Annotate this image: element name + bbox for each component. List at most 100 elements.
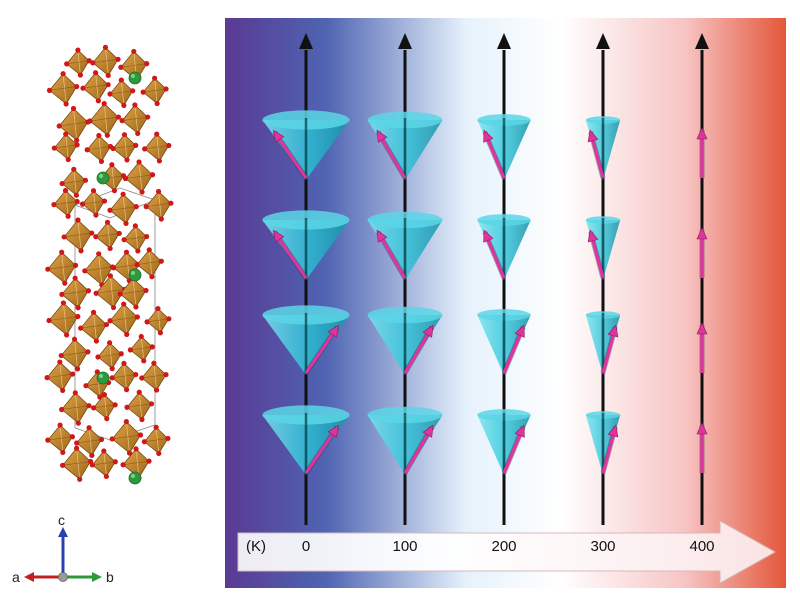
oxygen-atom — [74, 366, 81, 372]
oxygen-atom — [163, 86, 169, 92]
oxygen-atom — [158, 216, 164, 222]
a-axis-arrow — [24, 572, 34, 582]
oxygen-atom — [121, 237, 127, 243]
oxygen-atom — [155, 305, 161, 312]
oxygen-atom — [146, 458, 152, 464]
oxygen-atom — [51, 145, 57, 151]
oxygen-atom — [63, 101, 69, 107]
coordination-polyhedron — [58, 336, 91, 372]
oxygen-atom — [109, 162, 115, 168]
spin-precession — [262, 110, 350, 180]
oxygen-atom — [74, 83, 80, 90]
oxygen-atom — [166, 316, 172, 322]
spin-vector-arrowhead — [696, 227, 708, 240]
oxygen-atom — [154, 131, 160, 137]
spin-axis-arrowhead — [695, 33, 709, 49]
oxygen-atom — [64, 332, 70, 338]
spin-column-200 — [477, 33, 531, 525]
oxygen-atom — [109, 366, 115, 372]
oxygen-atom — [46, 317, 52, 324]
oxygen-atom — [115, 114, 122, 120]
spin-precession — [477, 114, 531, 180]
coordination-polyhedron — [59, 166, 89, 198]
oxygen-atom — [73, 192, 79, 198]
oxygen-atom — [72, 275, 78, 281]
oxygen-atom — [146, 247, 152, 253]
spin-precession — [696, 227, 708, 278]
spin-vector-arrowhead — [514, 424, 525, 438]
coordination-polyhedron — [134, 247, 164, 280]
spin-column-400 — [695, 33, 709, 525]
oxygen-atom — [59, 406, 65, 413]
oxygen-atom — [59, 180, 65, 187]
oxygen-atom — [109, 436, 115, 442]
oxygen-atom — [151, 360, 157, 366]
coordination-polyhedron — [59, 390, 92, 426]
spin-columns — [262, 33, 709, 525]
oxygen-atom — [143, 287, 149, 294]
coordination-polyhedron — [124, 389, 155, 423]
oxygen-atom — [75, 47, 81, 53]
coordination-polyhedron — [143, 188, 174, 222]
oxygen-atom — [121, 360, 127, 367]
coordination-polyhedron — [56, 105, 91, 143]
b-axis-label: b — [106, 569, 114, 585]
oxygen-atom — [111, 265, 117, 271]
oxygen-atom — [57, 422, 63, 428]
oxygen-atom — [94, 369, 100, 375]
coordination-polyhedron — [122, 159, 156, 195]
oxygen-atom — [71, 336, 78, 342]
spin-vector-arrowhead — [696, 422, 708, 435]
oxygen-atom — [92, 70, 99, 76]
oxygen-atom — [60, 449, 66, 456]
oxygen-atom — [78, 248, 84, 254]
oxygen-atom — [101, 198, 108, 204]
oxygen-atom — [89, 452, 95, 458]
coordination-polyhedron — [51, 131, 80, 163]
oxygen-atom — [64, 61, 70, 67]
coordination-polyhedron — [95, 340, 124, 372]
oxygen-atom — [124, 157, 130, 163]
oxygen-atom — [142, 146, 148, 152]
oxygen-atom — [96, 132, 102, 139]
coordination-polyhedron — [79, 188, 108, 218]
coordination-polyhedron — [107, 77, 136, 108]
oxygen-atom — [119, 118, 125, 124]
oxygen-atom — [86, 403, 92, 409]
spin-precession — [262, 405, 350, 475]
coordination-polyhedron — [93, 219, 122, 252]
spin-axis-arrowhead — [596, 33, 610, 49]
oxygen-atom — [65, 156, 71, 163]
oxygen-atom — [102, 44, 109, 51]
oxygen-atom — [123, 249, 130, 255]
oxygen-atom — [141, 358, 147, 364]
spin-vector-arrowhead — [422, 324, 434, 338]
oxygen-atom — [144, 61, 150, 67]
coordination-polyhedron — [119, 102, 151, 136]
temperature-label-300: 300 — [590, 538, 616, 555]
oxygen-atom — [93, 338, 100, 344]
oxygen-atom — [104, 219, 111, 225]
oxygen-atom — [75, 305, 81, 311]
oxygen-atom — [62, 280, 68, 286]
oxygen-atom — [134, 261, 140, 268]
oxygen-atom — [80, 85, 86, 91]
coordination-polyhedron — [64, 47, 92, 78]
spin-precession — [585, 411, 621, 475]
oxygen-atom — [45, 437, 51, 443]
oxygen-atom — [74, 142, 80, 148]
coordination-polyhedron — [141, 424, 171, 457]
oxygen-atom — [155, 188, 162, 195]
oxygen-atom — [51, 202, 57, 208]
oxygen-atom — [107, 91, 113, 97]
oxygen-atom — [79, 201, 86, 207]
coordination-polyhedron — [140, 75, 169, 107]
oxygen-atom — [72, 262, 79, 268]
oxygen-atom — [109, 375, 115, 381]
oxygen-atom — [123, 220, 129, 226]
oxygen-atom — [143, 204, 149, 210]
coordination-polyhedron — [46, 71, 80, 107]
oxygen-atom — [158, 258, 164, 264]
coordination-polyhedron — [142, 131, 172, 164]
